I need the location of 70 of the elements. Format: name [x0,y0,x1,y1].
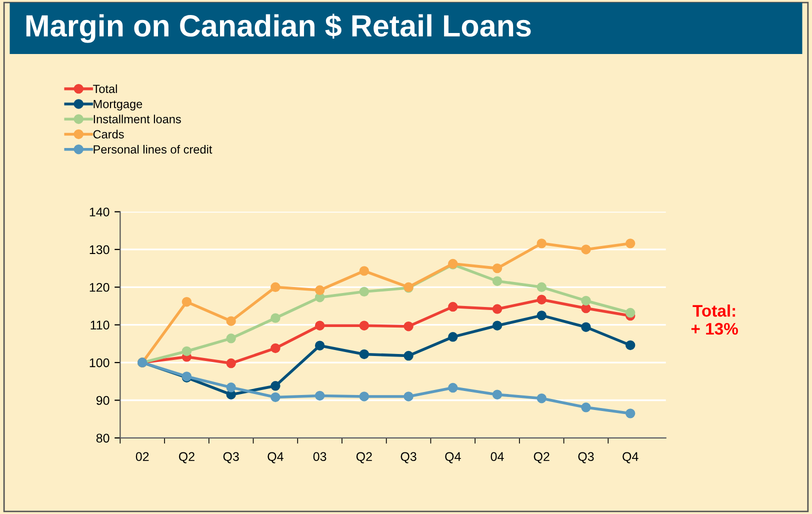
y-tick-label: 140 [90,208,110,216]
point [536,393,546,404]
point [270,343,280,354]
point [492,304,502,314]
point [270,381,280,391]
text: Total: + 13% [691,304,738,335]
point [625,340,636,350]
point [314,390,325,401]
point [182,346,192,356]
point [448,302,458,312]
point [581,244,591,254]
point [359,320,370,330]
y-tick-label: 120 [90,282,110,292]
point [359,392,370,402]
x-tick-label: Q3 [400,452,416,464]
point [581,296,591,306]
point [314,285,325,296]
point [404,392,414,402]
point [359,286,370,297]
x-tick-label: Q2 [356,452,372,464]
x-tick-label: Q4 [268,452,284,464]
legend-label: Cards [93,130,124,138]
legend-label: Personal lines of credit [94,144,212,154]
point [359,349,370,360]
legend-label: Total [93,84,117,94]
point [625,238,636,248]
y-tick-label: 110 [90,320,110,330]
y-tick-label: 80 [96,434,110,443]
y-tick-label: 90 [96,396,110,405]
x-tick-label: 03 [313,452,326,461]
point [359,266,370,276]
point [536,310,546,320]
point [226,316,236,326]
point [314,320,325,330]
legend-label: Installment loans [94,114,181,124]
y-tick-label: 130 [90,245,110,254]
point [404,321,414,332]
point [581,402,591,412]
chart-title: Margin on Canadian $ Retail Loans [26,14,531,43]
x-tick-label: 04 [490,452,504,461]
point [492,390,502,400]
point [226,358,236,368]
point [492,276,502,286]
legend-label: Mortgage [94,100,142,111]
point [536,294,546,304]
y-tick-label: 100 [90,358,110,368]
point [226,382,236,392]
x-tick-label: 02 [136,452,149,461]
point [404,350,414,361]
point [270,313,280,323]
point [536,238,546,248]
x-tick-label: Q3 [223,452,239,464]
point [270,282,280,292]
x-tick-label: Q2 [178,452,194,464]
point [448,332,458,342]
x-tick-label: Q2 [534,452,550,464]
x-tick-label: Q4 [445,452,461,464]
point [270,392,280,402]
x-tick-label: Q4 [622,452,638,464]
point [182,296,192,307]
point [314,340,325,350]
x-tick-label: Q3 [578,452,594,464]
point [536,282,546,292]
point [492,263,502,274]
point [625,408,636,418]
point [492,320,502,330]
point [625,308,636,318]
point [581,322,591,332]
point [226,334,236,344]
point [448,382,458,393]
